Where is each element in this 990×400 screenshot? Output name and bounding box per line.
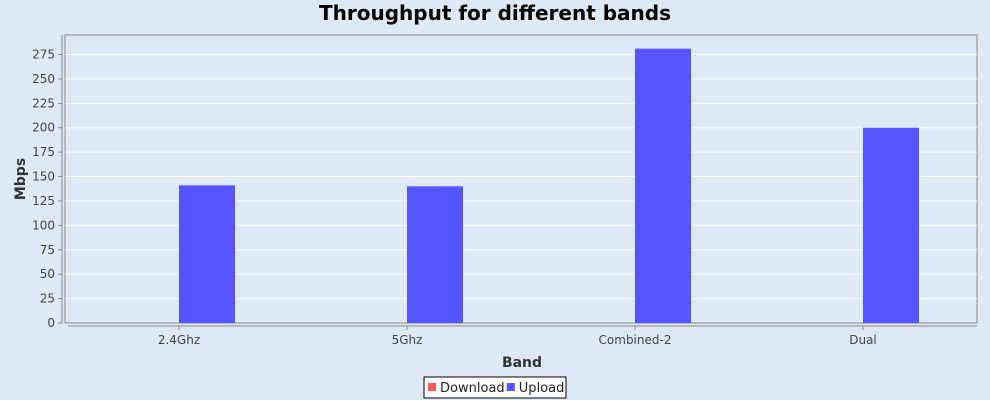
y-tick-label: 200 [32,121,55,135]
y-axis-ticks: 0 25 50 75 100 125 150 175 200 225 250 275 [32,48,62,330]
x-axis-ticks: 2.4Ghz 5Ghz Combined-2 Dual [158,326,877,347]
bar-upload-dual [863,127,919,324]
x-tick-label: Dual [849,333,877,347]
y-tick-label: 150 [32,170,55,184]
y-tick-label: 175 [32,145,55,159]
y-tick-label: 125 [32,194,55,208]
y-tick-label: 50 [40,267,55,281]
x-tick-label: 2.4Ghz [158,333,200,347]
legend: Download Upload [423,376,567,399]
bar-upload-5ghz [407,186,463,323]
y-tick-label: 100 [32,218,55,232]
bar-upload-combined-2 [635,48,691,324]
legend-label-download: Download [440,381,505,396]
y-tick-label: 25 [40,292,55,306]
y-tick-label: 225 [32,96,55,110]
x-tick-label: 5Ghz [392,333,423,347]
legend-box [423,376,567,399]
legend-swatch-download [428,383,436,391]
bars-group [179,48,919,324]
y-tick-label: 275 [32,48,55,62]
y-axis-label: Mbps [13,158,29,200]
x-tick-label: Combined-2 [599,333,672,347]
y-tick-label: 250 [32,72,55,86]
chart-title: Throughput for different bands [319,1,671,25]
x-axis-label: Band [502,355,542,371]
y-tick-label: 75 [40,243,55,257]
bar-upload-2-4ghz [179,185,235,323]
legend-swatch-upload [506,383,515,391]
y-tick-label: 0 [47,316,55,330]
legend-label-upload: Upload [519,381,565,396]
